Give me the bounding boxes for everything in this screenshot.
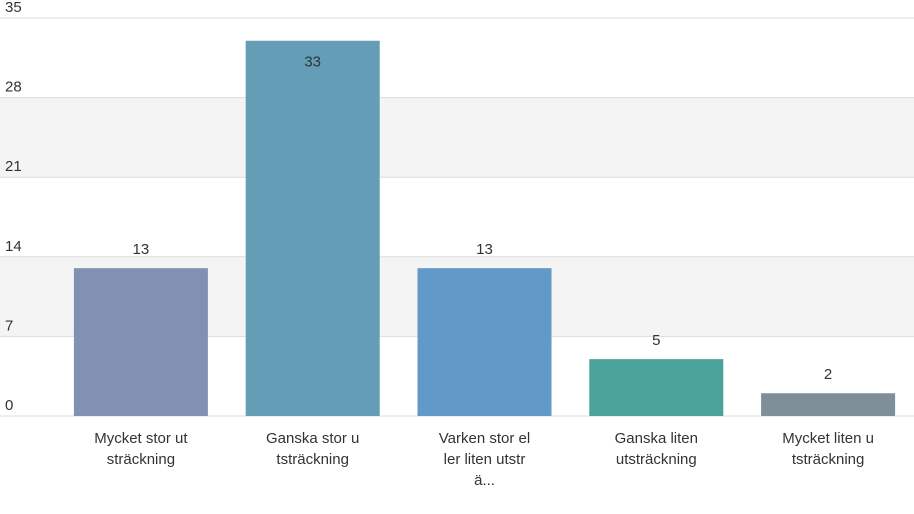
bar [417,268,552,416]
value-label: 2 [824,366,832,383]
y-tick-label: 21 [5,158,22,175]
y-tick-label: 35 [5,0,22,16]
value-label: 13 [133,241,150,258]
value-label: 13 [476,241,493,258]
bar [73,268,208,416]
y-tick-label: 28 [5,79,22,96]
x-tick-label: Mycket stor utsträckning [94,430,188,468]
y-tick-label: 0 [5,397,13,414]
bar [245,40,380,416]
bar [589,359,724,416]
bar [761,393,896,416]
x-tick-label: Ganska liten utsträckning [614,430,698,468]
value-label: 33 [304,54,321,71]
y-tick-label: 14 [5,238,22,255]
x-tick-label: Mycket liten utsträckning [782,430,874,468]
x-tick-label: Ganska stor utsträckning [265,430,360,468]
y-tick-label: 7 [5,317,13,334]
x-tick-label: Varken stor eller liten utsträ... [438,430,531,489]
grid-band [0,97,914,178]
value-label: 5 [652,332,660,349]
